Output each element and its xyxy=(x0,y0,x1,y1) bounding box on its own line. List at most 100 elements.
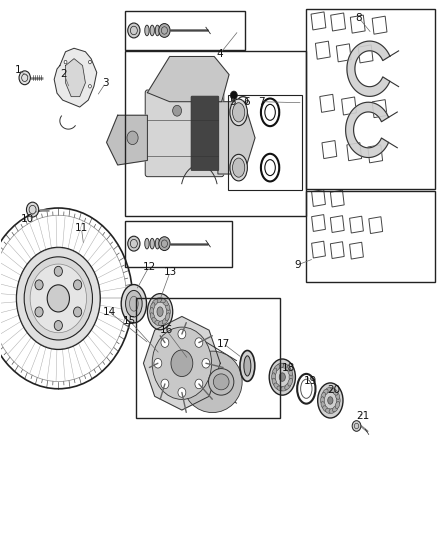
Ellipse shape xyxy=(162,318,168,324)
Circle shape xyxy=(352,421,361,431)
Text: 11: 11 xyxy=(75,223,88,233)
Ellipse shape xyxy=(272,378,277,386)
Circle shape xyxy=(88,85,92,88)
Bar xyxy=(125,51,306,216)
Circle shape xyxy=(54,320,62,330)
Bar xyxy=(330,216,344,232)
Ellipse shape xyxy=(288,368,293,376)
Ellipse shape xyxy=(272,368,277,376)
Ellipse shape xyxy=(230,99,247,126)
Ellipse shape xyxy=(233,103,245,122)
Circle shape xyxy=(161,338,169,348)
Text: 12: 12 xyxy=(142,262,156,271)
Circle shape xyxy=(24,257,92,340)
Ellipse shape xyxy=(183,351,242,413)
Text: 19: 19 xyxy=(304,376,317,386)
Ellipse shape xyxy=(150,303,155,311)
Ellipse shape xyxy=(285,365,291,371)
Ellipse shape xyxy=(332,406,338,412)
Text: 16: 16 xyxy=(160,325,173,335)
Ellipse shape xyxy=(155,320,162,326)
Ellipse shape xyxy=(152,318,158,324)
Text: 5: 5 xyxy=(229,96,235,107)
Text: 10: 10 xyxy=(21,214,34,224)
Ellipse shape xyxy=(329,387,335,393)
Text: 13: 13 xyxy=(163,267,177,277)
Ellipse shape xyxy=(240,351,255,381)
Bar xyxy=(320,94,335,112)
Circle shape xyxy=(154,359,162,368)
Text: 2: 2 xyxy=(61,69,67,79)
Polygon shape xyxy=(106,115,148,165)
Circle shape xyxy=(128,23,140,38)
Ellipse shape xyxy=(323,389,328,395)
Ellipse shape xyxy=(288,378,293,386)
Bar xyxy=(311,241,325,258)
Text: 6: 6 xyxy=(243,96,249,107)
Ellipse shape xyxy=(165,303,170,311)
Ellipse shape xyxy=(130,296,138,311)
Circle shape xyxy=(178,329,186,339)
Ellipse shape xyxy=(150,238,154,249)
Bar xyxy=(372,100,387,118)
Bar xyxy=(311,190,325,206)
Ellipse shape xyxy=(233,158,245,177)
Circle shape xyxy=(171,350,193,376)
Circle shape xyxy=(74,280,82,290)
Ellipse shape xyxy=(152,300,158,306)
Text: 3: 3 xyxy=(102,78,109,88)
Bar xyxy=(311,12,326,30)
Circle shape xyxy=(178,387,186,397)
Circle shape xyxy=(195,338,203,348)
Bar xyxy=(372,16,387,34)
Ellipse shape xyxy=(162,300,168,306)
Ellipse shape xyxy=(289,373,293,381)
Polygon shape xyxy=(54,49,97,107)
Ellipse shape xyxy=(321,401,325,409)
Polygon shape xyxy=(218,102,255,174)
Circle shape xyxy=(64,60,67,64)
Text: 17: 17 xyxy=(217,338,230,349)
Ellipse shape xyxy=(318,383,343,418)
Text: 9: 9 xyxy=(294,260,301,270)
Ellipse shape xyxy=(157,307,163,317)
Ellipse shape xyxy=(335,392,339,399)
Ellipse shape xyxy=(213,374,229,390)
Circle shape xyxy=(173,106,181,116)
Circle shape xyxy=(161,379,169,389)
Ellipse shape xyxy=(150,313,155,321)
Ellipse shape xyxy=(145,25,149,36)
Bar xyxy=(342,97,357,115)
Bar xyxy=(350,15,365,33)
Ellipse shape xyxy=(165,313,170,321)
Ellipse shape xyxy=(244,356,251,376)
Text: 15: 15 xyxy=(123,316,136,326)
Ellipse shape xyxy=(335,401,339,409)
Ellipse shape xyxy=(285,383,291,390)
Circle shape xyxy=(88,60,92,64)
Text: 14: 14 xyxy=(102,306,116,317)
Ellipse shape xyxy=(148,294,173,330)
Polygon shape xyxy=(66,59,85,96)
Polygon shape xyxy=(347,41,390,96)
Circle shape xyxy=(159,23,170,37)
Bar xyxy=(306,9,435,189)
Circle shape xyxy=(54,266,62,276)
Bar xyxy=(315,41,330,59)
Ellipse shape xyxy=(277,363,284,368)
Ellipse shape xyxy=(281,386,288,391)
Bar xyxy=(350,242,364,259)
Polygon shape xyxy=(148,56,229,102)
Ellipse shape xyxy=(121,285,147,323)
Text: 21: 21 xyxy=(357,411,370,422)
Ellipse shape xyxy=(321,392,325,399)
Ellipse shape xyxy=(155,25,159,36)
Bar xyxy=(125,11,245,50)
Ellipse shape xyxy=(274,383,280,390)
Ellipse shape xyxy=(159,298,165,303)
Ellipse shape xyxy=(325,408,332,413)
Text: 18: 18 xyxy=(282,362,296,373)
Ellipse shape xyxy=(272,373,276,381)
Ellipse shape xyxy=(145,238,149,249)
Bar xyxy=(350,216,364,233)
